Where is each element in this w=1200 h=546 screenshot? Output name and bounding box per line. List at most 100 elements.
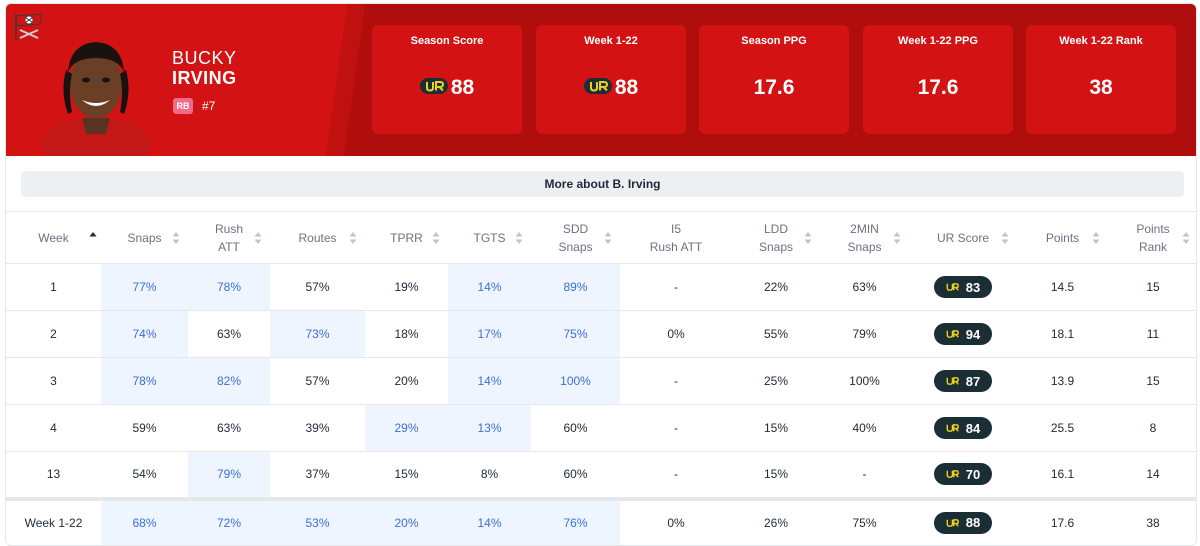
cell-snaps: 77% [101, 263, 188, 311]
sort-icon[interactable] [254, 231, 262, 245]
stat-card-season-ppg: Season PPG 17.6 [699, 25, 849, 134]
cell-tprr: 18% [365, 310, 448, 358]
cell-sdd-snaps: 76% [531, 496, 620, 545]
cell-ldd-snaps: 55% [732, 310, 820, 358]
cell-points-rank: 38 [1108, 496, 1196, 545]
column-header-points[interactable]: Points [1017, 211, 1108, 264]
more-about-player-button[interactable]: More about B. Irving [21, 171, 1184, 197]
column-header-label: UR Score [937, 229, 989, 247]
column-header-label-line: Rush [214, 221, 243, 236]
cell-points: 16.1 [1017, 451, 1108, 499]
cell-sdd-snaps: 100% [531, 357, 620, 405]
cell-tprr: 15% [365, 451, 448, 499]
column-header-two-min-snaps[interactable]: 2MIN Snaps [820, 211, 909, 264]
cell-i5-rush-att: - [620, 404, 732, 452]
player-photo [42, 42, 150, 156]
sort-icon[interactable] [515, 231, 523, 245]
sort-icon[interactable] [172, 231, 180, 245]
cell-rush-att: 63% [188, 310, 270, 358]
cell-rush-att: 79% [188, 451, 270, 499]
column-header-label: Points Rank [1136, 220, 1169, 256]
cell-points: 14.5 [1017, 263, 1108, 311]
cell-tgts: 8% [448, 451, 531, 499]
cell-rush-att: 82% [188, 357, 270, 405]
cell-tprr: 20% [365, 357, 448, 405]
cell-ldd-snaps: 22% [732, 263, 820, 311]
cell-ldd-snaps: 15% [732, 404, 820, 452]
sort-icon[interactable] [1182, 231, 1190, 245]
cell-ldd-snaps: 26% [732, 496, 820, 545]
column-header-label: Points [1046, 229, 1079, 247]
cell-tgts: 14% [448, 357, 531, 405]
ur-score-value: 70 [965, 466, 981, 482]
cell-ldd-snaps: 15% [732, 451, 820, 499]
cell-week: 4 [6, 404, 101, 452]
stat-card-value: 88 [372, 75, 522, 101]
cell-week: 2 [6, 310, 101, 358]
column-header-points-rank[interactable]: Points Rank [1108, 211, 1196, 264]
stat-card-label: Season Score [410, 35, 484, 47]
column-header-label-line: Points [1136, 221, 1170, 236]
column-header-ur-score[interactable]: UR Score [909, 211, 1017, 264]
column-header-rush-att[interactable]: Rush ATT [188, 211, 270, 264]
sort-icon[interactable] [349, 231, 357, 245]
table-total-row: Week 1-22 68% 72% 53% 20% 14% 76% 0% 26% 75% 88 17.… [6, 496, 1196, 545]
ur-logo-icon [583, 78, 612, 95]
sort-ascending-icon[interactable] [89, 231, 97, 245]
column-header-label: TPRR [390, 229, 423, 247]
cell-points: 13.9 [1017, 357, 1108, 405]
cell-routes: 37% [270, 451, 365, 499]
cell-snaps: 78% [101, 357, 188, 405]
ur-logo-icon [946, 424, 959, 432]
table-row: 4 59% 63% 39% 29% 13% 60% -15% 40% 84 25.5 8 [6, 404, 1196, 452]
cell-routes: 39% [270, 404, 365, 452]
column-header-label: Week [38, 229, 68, 247]
ur-score-value: 88 [965, 515, 981, 531]
ur-score-value: 94 [965, 326, 981, 342]
sort-icon[interactable] [1092, 231, 1100, 245]
column-header-label-line: Rush ATT [649, 239, 703, 254]
column-header-label-line: Points [1045, 230, 1080, 245]
stat-card-week-1-22: Week 1-22 88 [536, 25, 686, 134]
column-header-label-line: LDD [763, 221, 788, 236]
sort-icon[interactable] [432, 231, 440, 245]
column-header-tgts[interactable]: TGTS [448, 211, 531, 264]
column-header-routes[interactable]: Routes [270, 211, 365, 264]
column-header-label: TGTS [474, 229, 506, 247]
cell-points-rank: 11 [1108, 310, 1196, 358]
sort-icon[interactable] [804, 231, 812, 245]
cell-week: 3 [6, 357, 101, 405]
sort-icon[interactable] [604, 231, 612, 245]
stat-card-label: Season PPG [741, 35, 807, 47]
column-header-label-line: Snaps [127, 230, 162, 245]
column-header-label-line: Rank [1138, 239, 1167, 254]
ur-score-badge: 83 [934, 276, 992, 298]
column-header-sdd-snaps[interactable]: SDD Snaps [531, 211, 620, 264]
cell-two-min-snaps: - [820, 451, 909, 499]
stat-card-value-text: 17.6 [917, 76, 959, 99]
stat-card-value: 17.6 [863, 75, 1013, 101]
cell-i5-rush-att: - [620, 451, 732, 499]
cell-routes: 53% [270, 496, 365, 545]
buccaneers-flag-icon [14, 13, 43, 40]
column-header-week[interactable]: Week [6, 211, 101, 264]
cell-routes: 73% [270, 310, 365, 358]
column-header-i5-rush-att: I5 Rush ATT [620, 211, 732, 264]
cell-two-min-snaps: 63% [820, 263, 909, 311]
column-header-ldd-snaps[interactable]: LDD Snaps [732, 211, 820, 264]
cell-points: 25.5 [1017, 404, 1108, 452]
stat-card-label: Week 1-22 Rank [1059, 35, 1143, 47]
jersey-number: #7 [202, 99, 216, 113]
cell-rush-att: 78% [188, 263, 270, 311]
ur-score-badge: 94 [934, 323, 992, 345]
stat-card-value: 88 [536, 75, 686, 101]
cell-i5-rush-att: - [620, 263, 732, 311]
ur-logo-icon [946, 283, 959, 291]
ur-logo-icon [946, 330, 959, 338]
column-header-snaps[interactable]: Snaps [101, 211, 188, 264]
sort-icon[interactable] [893, 231, 901, 245]
column-header-tprr[interactable]: TPRR [365, 211, 448, 264]
cell-two-min-snaps: 79% [820, 310, 909, 358]
cell-two-min-snaps: 40% [820, 404, 909, 452]
sort-icon[interactable] [1001, 231, 1009, 245]
